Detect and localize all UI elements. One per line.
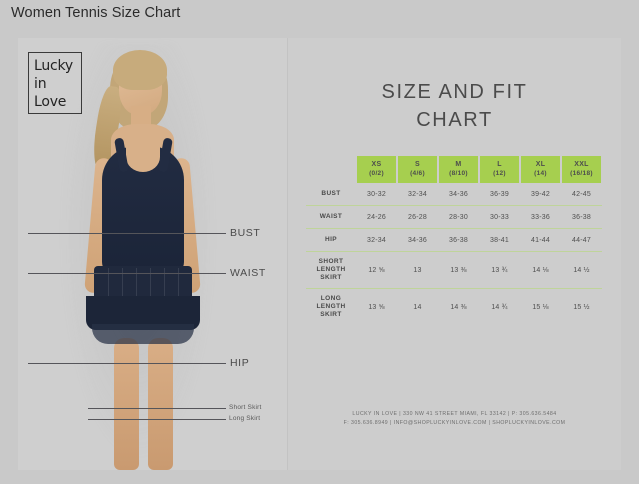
cell-short-skirt-xl: 14 ⅛ [520, 251, 561, 289]
model-hair-top [113, 50, 167, 90]
cell-waist-m: 28-30 [438, 205, 479, 229]
row-label-line-2: LENGTH [316, 303, 346, 310]
size-header-m: M (8/10) [437, 156, 480, 183]
row-label-waist: WAIST [306, 205, 356, 229]
chart-title-line-1: SIZE AND FIT [381, 81, 528, 103]
size-name-xl: XL [535, 161, 546, 168]
page-title: Women Tennis Size Chart [11, 5, 181, 21]
model-neckline [126, 142, 160, 172]
cell-hip-l: 38-41 [479, 228, 520, 252]
footer-line-1: LUCKY IN LOVE | 330 NW 41 STREET MIAMI, … [352, 411, 557, 417]
row-label-line-1: LONG [320, 295, 342, 302]
size-numeric-s: (4/6) [410, 169, 425, 177]
callout-label-hip: HIP [230, 357, 250, 369]
table-row: WAIST 24-26 26-28 28-30 30-33 33-36 36-3… [306, 205, 602, 229]
cell-long-skirt-xl: 15 ⅛ [532, 303, 549, 311]
table-header-row: XS (0/2) S (4/6) M (8/10) L [306, 156, 603, 183]
size-header-s: S (4/6) [396, 156, 439, 183]
cell-waist-s: 26-28 [397, 205, 438, 229]
size-numeric-xs: (0/2) [369, 169, 384, 177]
chart-title-line-2: CHART [416, 109, 493, 131]
model-skirt-mesh [92, 324, 194, 344]
cell-short-skirt-l: 13 ¾ [479, 251, 520, 289]
cell-hip-xxl: 44-47 [561, 228, 602, 252]
size-numeric-m: (8/10) [449, 169, 468, 177]
callout-line-short-skirt [88, 408, 226, 409]
cell-short-skirt-xs: 12 ⅝ [356, 251, 397, 289]
size-numeric-xxl: (16/18) [570, 169, 593, 177]
footer-contact: LUCKY IN LOVE | 330 NW 41 STREET MIAMI, … [306, 410, 603, 428]
callout-line-long-skirt [88, 419, 226, 420]
cell-hip-xs: 32-34 [356, 228, 397, 252]
cell-short-skirt-m: 13 ⅜ [438, 251, 479, 289]
callout-line-waist [28, 273, 226, 274]
cell-bust-m: 34-36 [438, 183, 479, 206]
size-header-xs: XS (0/2) [355, 156, 398, 183]
cell-short-skirt-s: 13 [397, 251, 438, 289]
callout-line-bust [28, 233, 226, 234]
cell-waist-xl: 33-36 [520, 205, 561, 229]
row-label-line-2: LENGTH [316, 266, 346, 273]
row-label-long-length-skirt: LONG LENGTH SKIRT [306, 289, 356, 326]
logo-line-3: Love [34, 94, 67, 110]
size-name-xxl: XXL [574, 161, 589, 168]
callout-label-long-skirt: Long Skirt [229, 415, 261, 422]
callout-label-waist: WAIST [230, 267, 266, 279]
logo-line-2: in [34, 76, 47, 92]
model-illustration [18, 38, 288, 470]
size-header-xxl: XXL (16/18) [560, 156, 603, 183]
cell-bust-xs: 30-32 [356, 183, 397, 206]
model-photo-panel: Lucky in Love BUST WAIST HIP Short Skirt… [18, 38, 288, 470]
cell-long-skirt-l: 14 ¾ [491, 303, 508, 311]
size-name-xs: XS [371, 161, 382, 168]
callout-label-short-skirt: Short Skirt [229, 404, 262, 411]
size-fit-table: XS (0/2) S (4/6) M (8/10) L [306, 156, 603, 325]
row-label-line-3: SKIRT [320, 311, 342, 318]
callout-line-hip [28, 363, 226, 364]
cell-long-skirt-m: 14 ⅜ [450, 303, 467, 311]
size-chart-card: Lucky in Love BUST WAIST HIP Short Skirt… [18, 38, 621, 470]
size-numeric-l: (12) [493, 169, 506, 177]
row-label-line-3: SKIRT [320, 274, 342, 281]
model-right-leg [148, 338, 173, 470]
cell-long-skirt-xs: 13 ⅝ [368, 303, 385, 311]
logo-line-1: Lucky [34, 58, 74, 74]
cell-long-skirt-xxl: 15 ½ [573, 303, 590, 311]
size-fit-chart-panel: SIZE AND FIT CHART XS (0/2) S (4/6) [288, 38, 621, 470]
table-row: HIP 32-34 34-36 36-38 38-41 41-44 44-47 [306, 228, 602, 252]
cell-bust-l: 36-39 [479, 183, 520, 206]
cell-bust-s: 32-34 [397, 183, 438, 206]
brand-logo: Lucky in Love [28, 52, 82, 114]
cell-waist-xxl: 36-38 [561, 205, 602, 229]
cell-hip-m: 36-38 [438, 228, 479, 252]
table-row: LONG LENGTH SKIRT 13 ⅝ 14 14 ⅜ 14 ¾ 15 ⅛… [306, 289, 602, 326]
table-corner-cell [306, 156, 356, 183]
size-name-l: L [497, 161, 502, 168]
row-label-hip: HIP [306, 228, 356, 252]
cell-bust-xxl: 42-45 [561, 183, 602, 206]
model-left-leg [114, 338, 139, 470]
size-name-m: M [455, 161, 462, 168]
cell-hip-s: 34-36 [397, 228, 438, 252]
size-name-s: S [415, 161, 420, 168]
cell-waist-l: 30-33 [479, 205, 520, 229]
table-row: SHORT LENGTH SKIRT 12 ⅝ 13 13 ⅜ 13 ¾ 14 … [306, 251, 602, 289]
row-label-line-1: SHORT [318, 258, 344, 265]
cell-waist-xs: 24-26 [356, 205, 397, 229]
size-numeric-xl: (14) [534, 169, 547, 177]
cell-bust-xl: 39-42 [520, 183, 561, 206]
chart-title: SIZE AND FIT CHART [306, 78, 603, 134]
cell-long-skirt-s: 14 [413, 303, 422, 311]
callout-label-bust: BUST [230, 227, 261, 239]
cell-short-skirt-xxl: 14 ½ [561, 251, 602, 289]
size-header-xl: XL (14) [519, 156, 562, 183]
size-header-l: L (12) [478, 156, 521, 183]
cell-hip-xl: 41-44 [520, 228, 561, 252]
footer-line-2: F: 305.636.8949 | INFO@SHOPLUCKYINLOVE.C… [343, 420, 566, 426]
row-label-short-length-skirt: SHORT LENGTH SKIRT [306, 251, 356, 289]
panel-divider [287, 38, 288, 470]
table-row: BUST 30-32 32-34 34-36 36-39 39-42 42-45 [306, 183, 602, 206]
row-label-bust: BUST [306, 183, 356, 206]
